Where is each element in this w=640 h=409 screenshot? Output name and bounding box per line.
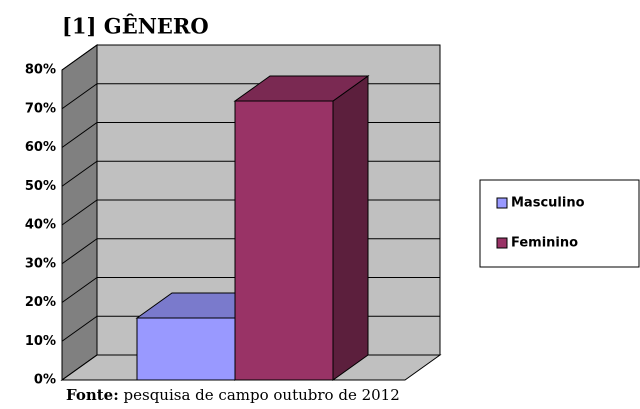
grid-line-side xyxy=(61,199,98,226)
grid-line-side xyxy=(61,122,98,148)
grid-line-side xyxy=(61,83,98,110)
grid-line-side xyxy=(61,354,98,381)
y-tick-label: 60% xyxy=(25,140,56,155)
grid-line-side xyxy=(61,44,98,71)
legend-label: Feminino xyxy=(511,236,578,251)
source: Fonte: pesquisa de campo outubro de 2012 xyxy=(66,386,400,404)
chart-title: [1] GÊNERO xyxy=(62,14,209,39)
legend-swatch xyxy=(496,237,508,249)
legend-label: Masculino xyxy=(511,196,585,211)
source-text: pesquisa de campo outubro de 2012 xyxy=(124,386,400,404)
y-tick-label: 80% xyxy=(25,63,56,78)
grid-line-side xyxy=(61,315,98,342)
y-tick-label: 70% xyxy=(25,101,56,116)
bar-side xyxy=(332,75,369,381)
y-tick-label: 30% xyxy=(25,256,56,271)
grid-line-side xyxy=(61,277,98,303)
bar xyxy=(136,317,236,381)
grid-line-side xyxy=(61,160,98,187)
grid-line-side xyxy=(61,238,98,265)
y-tick-label: 40% xyxy=(25,218,56,233)
y-tick-label: 10% xyxy=(25,334,56,349)
bar xyxy=(234,100,334,381)
y-tick-label: 0% xyxy=(34,373,56,388)
y-tick-label: 20% xyxy=(25,295,56,310)
y-tick-label: 50% xyxy=(25,179,56,194)
legend-swatch xyxy=(496,197,508,209)
source-label: Fonte: xyxy=(66,386,119,404)
legend-box xyxy=(479,179,640,268)
